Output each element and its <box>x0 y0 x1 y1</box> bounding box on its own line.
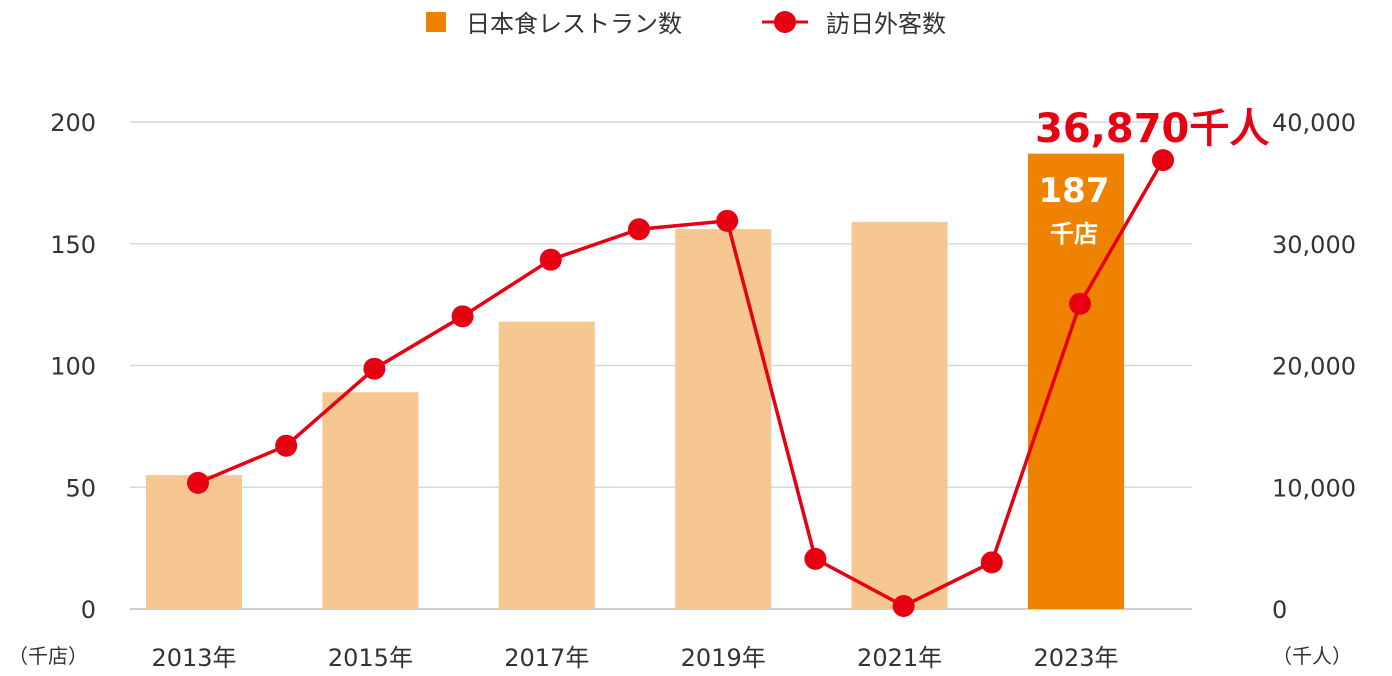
line-point <box>804 547 827 570</box>
axes: 0 50 100 150 200 0 10,000 20,000 30,000 40,000 201… <box>50 109 1356 672</box>
x-tick-label: 2023年 <box>1033 644 1118 672</box>
right-tick-label: 10,000 <box>1272 474 1356 502</box>
left-axis-unit: （千店） <box>8 644 88 668</box>
bar <box>322 392 419 609</box>
x-tick-label: 2021年 <box>857 644 942 672</box>
left-tick-label: 0 <box>81 596 96 624</box>
line-point <box>716 209 739 232</box>
line-series <box>187 149 1174 618</box>
highlight-bar-unit: 千店 <box>1050 220 1098 248</box>
left-tick-label: 150 <box>50 231 96 259</box>
bar <box>851 221 948 609</box>
line-point <box>539 248 562 271</box>
right-tick-label: 0 <box>1272 596 1287 624</box>
series-line <box>197 159 1165 608</box>
bar <box>675 229 772 609</box>
line-point <box>451 305 474 328</box>
line-point <box>892 595 915 618</box>
legend-line-label: 訪日外客数 <box>826 10 946 38</box>
left-tick-label: 200 <box>50 109 96 137</box>
line-point <box>980 551 1003 574</box>
gridlines <box>130 121 1192 610</box>
legend-line-marker <box>774 11 796 33</box>
left-tick-label: 100 <box>50 353 96 381</box>
legend-bar-swatch <box>426 12 446 32</box>
legend-bar-label: 日本食レストラン数 <box>466 10 682 38</box>
right-tick-label: 30,000 <box>1272 231 1356 259</box>
bar-series <box>146 153 1124 609</box>
line-point <box>1069 292 1091 315</box>
bar <box>1028 153 1124 609</box>
line-point <box>187 471 209 494</box>
line-point <box>1152 149 1174 172</box>
x-tick-label: 2019年 <box>681 644 766 672</box>
bar <box>146 475 242 609</box>
legend: 日本食レストラン数 訪日外客数 <box>426 10 946 38</box>
right-tick-label: 20,000 <box>1272 353 1356 381</box>
annotation-label: 36,870千人 <box>1035 106 1269 152</box>
line-point <box>275 434 298 457</box>
x-tick-label: 2013年 <box>151 644 236 672</box>
highlight-bar-value: 187 <box>1039 171 1110 211</box>
bar <box>498 321 595 609</box>
line-point <box>628 218 650 241</box>
x-tick-label: 2017年 <box>504 644 589 672</box>
line-point <box>363 357 386 380</box>
right-axis-unit: （千人） <box>1272 644 1352 668</box>
right-tick-label: 40,000 <box>1272 109 1356 137</box>
left-tick-label: 50 <box>65 474 96 502</box>
x-tick-label: 2015年 <box>328 644 413 672</box>
